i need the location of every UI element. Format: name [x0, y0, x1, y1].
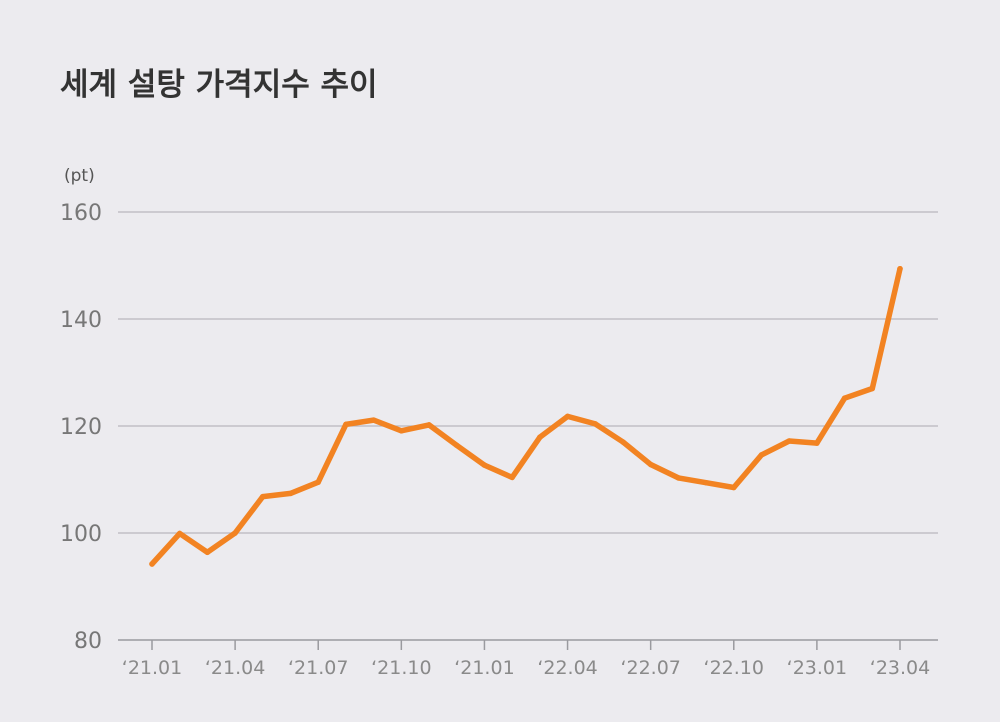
y-tick-label: 120: [60, 415, 102, 440]
x-axis: [118, 639, 938, 650]
x-tick-label: ‘21.01: [122, 657, 182, 679]
chart-title: 세계 설탕 가격지수 추이: [60, 67, 378, 103]
data-point: [703, 479, 709, 486]
data-point: [232, 530, 238, 536]
x-tick-label: ‘21.10: [371, 657, 431, 679]
series-layer: [149, 265, 903, 567]
x-tick-label: ‘23.01: [787, 657, 847, 679]
data-point: [481, 462, 488, 468]
data-point: [814, 440, 820, 446]
data-point: [260, 493, 266, 500]
data-point: [897, 265, 903, 272]
data-point: [453, 442, 460, 449]
tick-labels: 160 140 120 100 80 ‘21.01 ‘21.04 ‘21.07 ‘21.10 ‘2…: [60, 201, 930, 679]
data-point: [592, 421, 599, 427]
gridlines: [118, 211, 938, 534]
data-point: [149, 561, 155, 567]
data-point: [841, 395, 848, 401]
x-tick-label: ‘23.04: [870, 657, 930, 679]
data-point: [758, 452, 765, 458]
x-tick-label: ‘22.07: [620, 657, 680, 679]
y-tick-label: 160: [60, 201, 102, 226]
y-tick-label: 100: [60, 522, 102, 547]
data-point: [398, 428, 405, 434]
y-tick-label: 140: [60, 308, 102, 333]
x-tick-label: ‘21.07: [288, 657, 348, 679]
y-tick-label: 80: [74, 629, 102, 654]
data-point: [370, 417, 377, 423]
x-tick-label: ‘22.10: [704, 657, 764, 679]
data-point: [426, 422, 432, 428]
data-point: [731, 484, 737, 491]
data-point: [509, 474, 515, 481]
data-point: [675, 475, 682, 481]
data-point: [204, 549, 211, 556]
data-point: [647, 461, 654, 468]
data-point: [315, 479, 321, 485]
x-tick-label: ‘22.04: [537, 657, 597, 679]
data-point: [869, 385, 876, 392]
data-point: [287, 490, 294, 497]
data-point: [564, 413, 571, 420]
series-line: [149, 265, 903, 567]
data-point: [537, 434, 543, 440]
x-tick-label: ‘21.01: [454, 657, 514, 679]
data-point: [343, 421, 349, 428]
data-point: [786, 438, 792, 444]
y-axis-unit: (pt): [64, 166, 95, 186]
data-point: [620, 439, 626, 445]
data-point: [176, 530, 183, 537]
x-tick-label: ‘21.04: [205, 657, 265, 679]
